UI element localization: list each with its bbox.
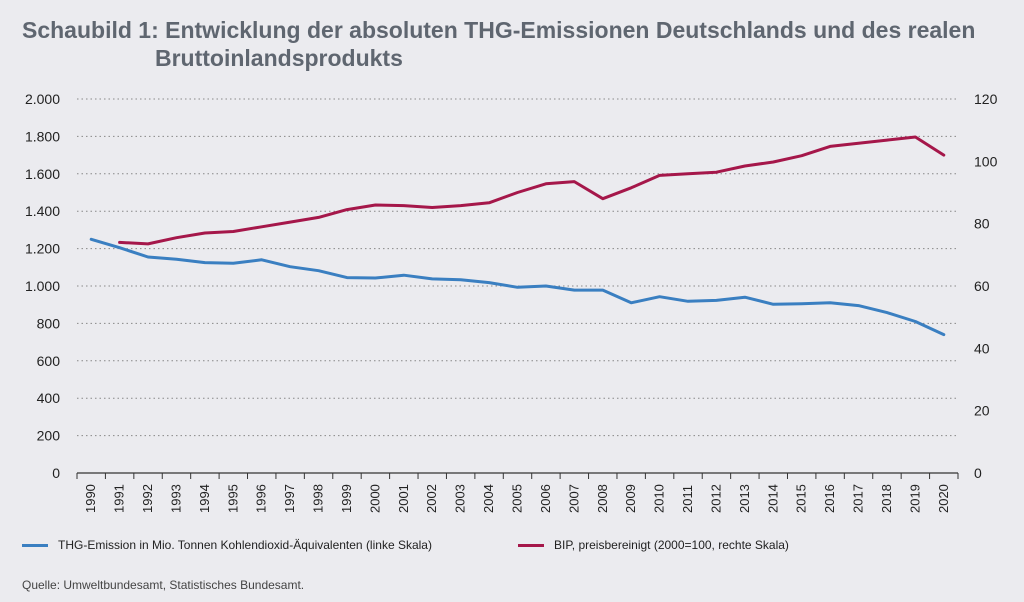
gridlines	[77, 98, 958, 437]
y-left-tick-label: 1.400	[25, 203, 60, 219]
legend-label-emissions: THG-Emission in Mio. Tonnen Kohlendioxid…	[58, 538, 432, 552]
chart-title: Schaubild 1: Entwicklung der absoluten T…	[22, 16, 1002, 72]
x-tick-label: 2007	[566, 484, 581, 513]
y-right-tick-label: 60	[974, 278, 990, 294]
x-tick-label: 2019	[907, 484, 922, 513]
x-tick-label: 2010	[652, 484, 667, 513]
y-left-tick-label: 200	[37, 428, 61, 444]
y-left-tick-label: 1.200	[25, 241, 60, 257]
x-tick-label: 1993	[168, 484, 183, 513]
x-tick-label: 2001	[396, 484, 411, 513]
y-left-tick-label: 1.600	[25, 166, 60, 182]
x-tick-label: 1997	[282, 484, 297, 513]
y-left-tick-label: 2.000	[25, 91, 60, 107]
x-tick-label: 2013	[737, 484, 752, 513]
x-tick-label: 2003	[453, 484, 468, 513]
x-tick-label: 2015	[794, 484, 809, 513]
y-right-tick-label: 100	[974, 153, 998, 169]
y-left-tick-label: 1.000	[25, 278, 60, 294]
x-tick-label: 2005	[510, 484, 525, 513]
x-tick-label: 1999	[339, 484, 354, 513]
y-right-tick-label: 80	[974, 216, 990, 232]
y-left-tick-label: 800	[37, 315, 61, 331]
legend-gdp: BIP, preisbereinigt (2000=100, rechte Sk…	[518, 538, 789, 552]
x-tick-label: 2011	[680, 485, 695, 513]
x-tick-label: 1990	[83, 484, 98, 513]
legend-emissions: THG-Emission in Mio. Tonnen Kohlendioxid…	[22, 538, 432, 552]
y-left-tick-label: 600	[37, 353, 61, 369]
x-tick-label: 2012	[708, 484, 723, 513]
x-tick-label: 1996	[254, 484, 269, 513]
emissions-line	[89, 237, 946, 337]
gdp-line	[118, 135, 946, 246]
source-note: Quelle: Umweltbundesamt, Statistisches B…	[22, 578, 305, 592]
x-tick-label: 2016	[822, 484, 837, 513]
x-tick-label: 1998	[311, 484, 326, 513]
x-tick-label: 2000	[367, 484, 382, 513]
y-right-tick-label: 120	[974, 91, 998, 107]
x-tick-label: 2020	[936, 484, 951, 513]
x-tick-label: 2008	[595, 484, 610, 513]
legend-label-gdp: BIP, preisbereinigt (2000=100, rechte Sk…	[554, 538, 789, 552]
y-right-tick-label: 0	[974, 465, 982, 481]
chart-title-line-2: Bruttoinlandsprodukts	[155, 45, 403, 71]
x-tick-label: 2014	[765, 484, 780, 513]
x-tick-label: 1992	[140, 484, 155, 513]
axes: 02004006008001.0001.2001.4001.6001.8002.…	[25, 91, 998, 513]
x-tick-label: 1991	[112, 484, 127, 513]
series-lines	[89, 135, 946, 337]
y-left-tick-label: 0	[52, 465, 60, 481]
x-tick-label: 2009	[623, 484, 638, 513]
y-right-tick-label: 20	[974, 403, 990, 419]
x-tick-label: 1995	[225, 484, 240, 513]
chart-title-line-1: Schaubild 1: Entwicklung der absoluten T…	[22, 17, 976, 43]
legend-swatch-emissions	[22, 544, 48, 548]
x-tick-label: 2004	[481, 484, 496, 513]
y-left-tick-label: 1.800	[25, 128, 60, 144]
legend-swatch-gdp	[518, 544, 544, 548]
x-tick-label: 2018	[879, 484, 894, 513]
x-tick-label: 2002	[424, 484, 439, 513]
y-left-tick-label: 400	[37, 390, 61, 406]
x-tick-label: 2006	[538, 484, 553, 513]
y-right-tick-label: 40	[974, 340, 990, 356]
x-tick-label: 1994	[197, 484, 212, 513]
x-tick-label: 2017	[851, 484, 866, 513]
